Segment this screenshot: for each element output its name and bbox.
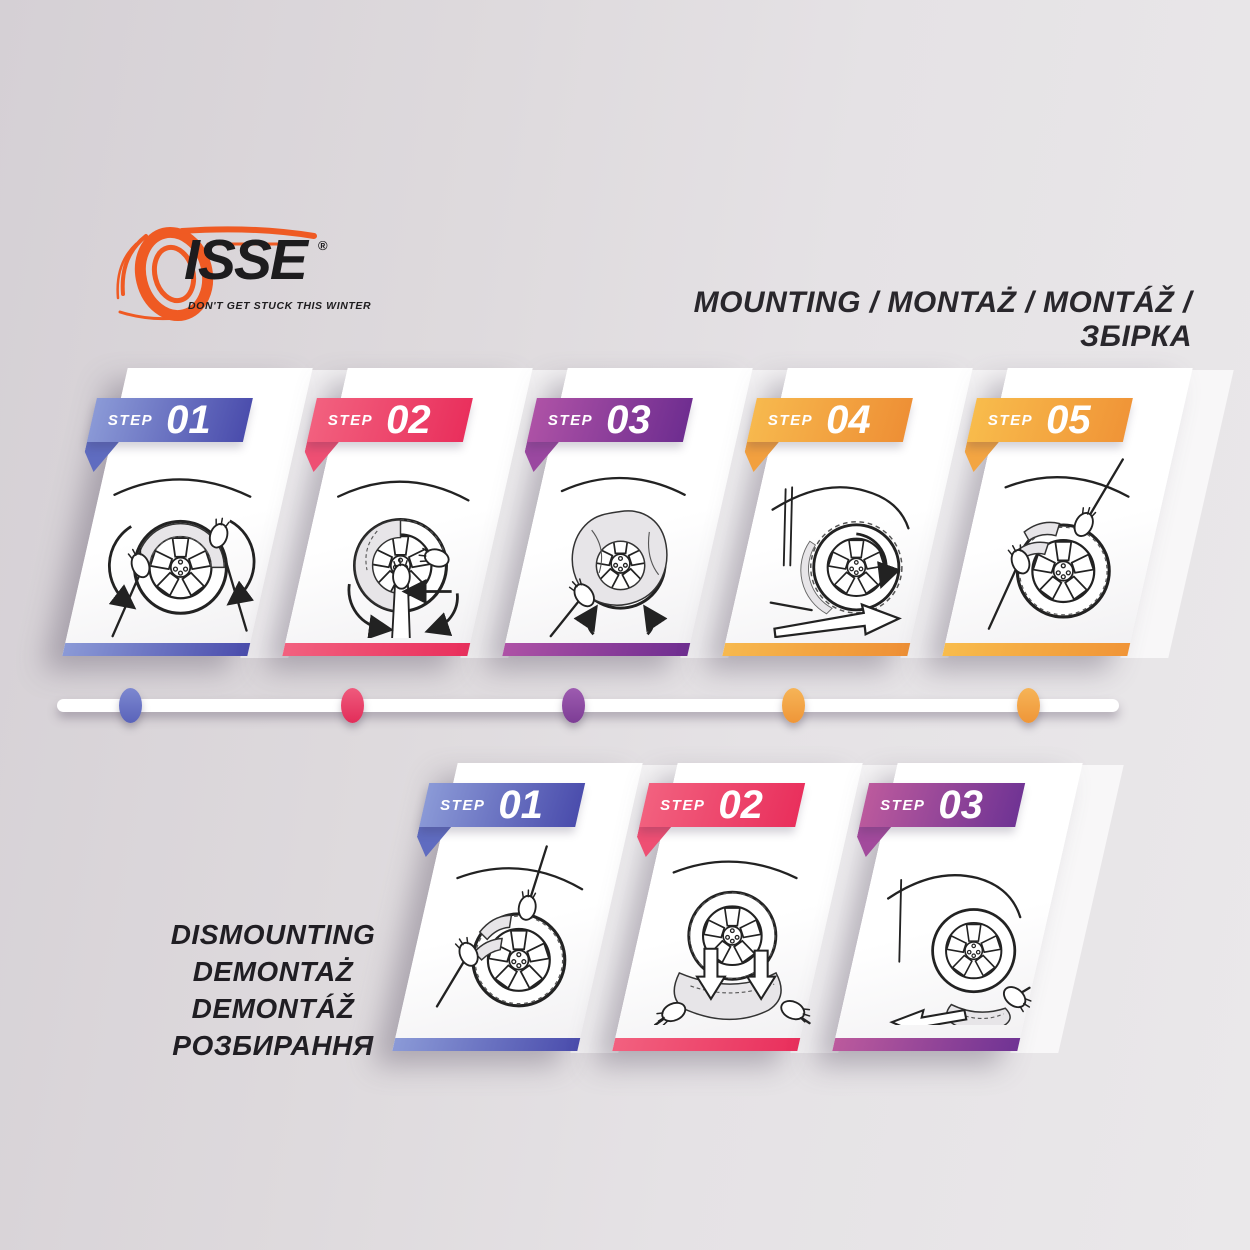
step-number: 03 bbox=[938, 783, 983, 827]
card-bottom-bar bbox=[612, 1038, 801, 1051]
wheel-icon bbox=[931, 908, 1017, 994]
registered-mark: ® bbox=[318, 238, 328, 253]
drive-forward-arrow-icon bbox=[773, 602, 902, 639]
step-label: STEP bbox=[880, 796, 926, 814]
step-ribbon: STEP 01 bbox=[419, 783, 586, 827]
step-number: 03 bbox=[606, 398, 651, 442]
step-label: STEP bbox=[440, 796, 486, 814]
step-label: STEP bbox=[767, 411, 814, 429]
step-ribbon: STEP 03 bbox=[526, 398, 693, 442]
rotate-arrow-icon bbox=[226, 519, 256, 606]
rotate-arrow-icon bbox=[347, 583, 394, 640]
tuck-arrow-icon bbox=[643, 604, 668, 636]
timeline-dot-3 bbox=[562, 688, 585, 723]
step-number: 01 bbox=[166, 398, 211, 442]
dismount-step-2-illustration bbox=[647, 839, 817, 1028]
dismounting-step-card-2: STEP 02 bbox=[612, 763, 863, 1051]
card-bottom-bar bbox=[832, 1038, 1021, 1051]
dismounting-step-card-3: STEP 03 bbox=[832, 763, 1083, 1051]
isse-logo: ISSE ® DON'T GET STUCK THIS WINTER bbox=[112, 224, 371, 328]
step-label: STEP bbox=[660, 796, 706, 814]
dismount-step-1-illustration bbox=[427, 839, 597, 1025]
dismounting-title-line: DEMONTAŻ bbox=[192, 956, 354, 987]
step-number: 05 bbox=[1046, 398, 1091, 442]
dismounting-title-line: DISMOUNTING bbox=[170, 919, 376, 950]
step-ribbon: STEP 02 bbox=[639, 783, 806, 827]
timeline-dot-5 bbox=[1017, 688, 1040, 723]
step-number: 04 bbox=[826, 398, 871, 442]
step-ribbon: STEP 04 bbox=[746, 398, 913, 442]
step-ribbon: STEP 01 bbox=[86, 398, 253, 442]
mounting-step-card-5: STEP 05 bbox=[942, 368, 1193, 656]
tire-swoosh-icon bbox=[116, 226, 317, 322]
mounting-title: MOUNTING / MONTAŻ / MONTÁŽ / ЗБІРКА bbox=[693, 286, 1192, 353]
step-label: STEP bbox=[547, 411, 594, 429]
mounting-step-card-1: STEP 01 bbox=[62, 368, 313, 656]
dismounting-step-card-1: STEP 01 bbox=[392, 763, 643, 1051]
mount-step-1-illustration bbox=[96, 452, 266, 638]
dismounting-title: DISMOUNTING DEMONTAŻ DEMONTÁŽ РОЗБИРАННЯ bbox=[108, 916, 438, 1064]
step-number: 02 bbox=[386, 398, 431, 442]
logo-brand-text: ISSE bbox=[184, 228, 308, 292]
pull-down-arrow-icon bbox=[745, 949, 777, 1001]
rotate-arrow-icon bbox=[108, 525, 137, 610]
card-bottom-bar bbox=[722, 643, 911, 656]
step-number: 02 bbox=[718, 783, 763, 827]
dismounting-title-line: DEMONTÁŽ bbox=[191, 993, 355, 1024]
card-bottom-bar bbox=[282, 643, 471, 656]
tuck-arrow-icon bbox=[573, 604, 598, 636]
rotate-arrow-icon bbox=[856, 532, 901, 589]
step-ribbon: STEP 05 bbox=[966, 398, 1133, 442]
logo-tagline: DON'T GET STUCK THIS WINTER bbox=[188, 300, 372, 312]
mount-step-5-illustration bbox=[976, 452, 1146, 638]
dismount-step-3-illustration bbox=[867, 839, 1037, 1038]
mounting-step-card-3: STEP 03 bbox=[502, 368, 753, 656]
card-bottom-bar bbox=[62, 643, 251, 656]
timeline-dot-1 bbox=[119, 688, 142, 723]
step-label: STEP bbox=[327, 411, 374, 429]
mounting-step-card-2: STEP 02 bbox=[282, 368, 533, 656]
timeline-dot-2 bbox=[341, 688, 364, 723]
mount-step-4-illustration bbox=[756, 452, 926, 639]
hand-icon bbox=[206, 515, 233, 551]
card-bottom-bar bbox=[502, 643, 691, 656]
step-label: STEP bbox=[987, 411, 1034, 429]
dismounting-title-line: РОЗБИРАННЯ bbox=[172, 1030, 374, 1061]
step-ribbon: STEP 03 bbox=[859, 783, 1026, 827]
card-bottom-bar bbox=[392, 1038, 581, 1051]
timeline-line bbox=[57, 699, 1119, 712]
card-bottom-bar bbox=[942, 643, 1131, 656]
rotate-arrow-icon bbox=[424, 593, 459, 636]
mount-step-3-illustration bbox=[536, 452, 706, 638]
step-ribbon: STEP 02 bbox=[306, 398, 473, 442]
step-label: STEP bbox=[107, 411, 154, 429]
pull-down-arrow-icon bbox=[695, 947, 727, 1001]
mounting-step-card-4: STEP 04 bbox=[722, 368, 973, 656]
step-number: 01 bbox=[498, 783, 543, 827]
timeline-dot-4 bbox=[782, 688, 805, 723]
mount-step-2-illustration bbox=[316, 452, 486, 640]
